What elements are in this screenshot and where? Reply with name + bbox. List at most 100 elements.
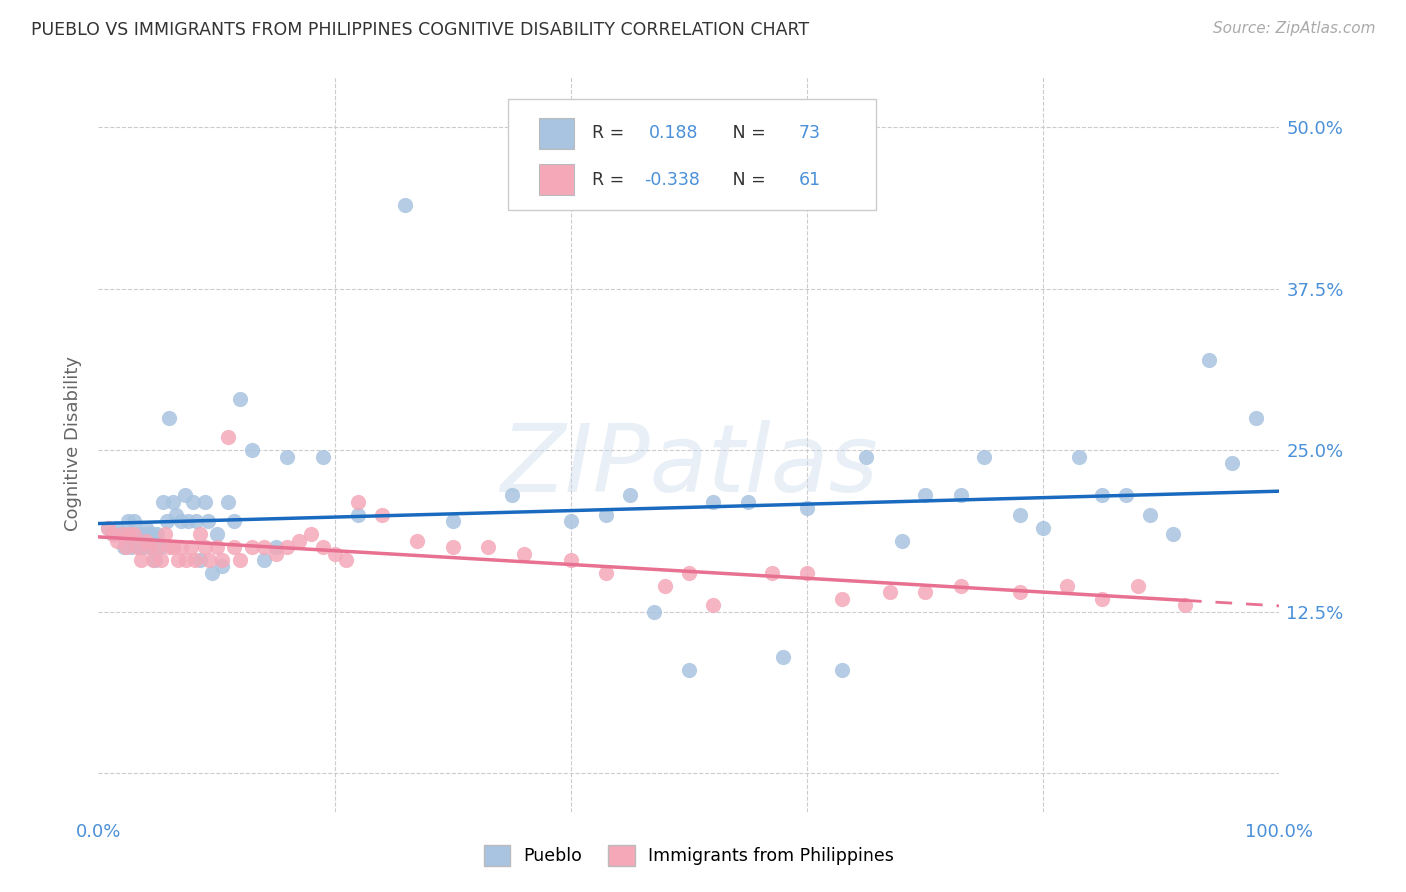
Point	[1161, 527, 1184, 541]
Point	[170, 514, 193, 528]
Point	[149, 540, 172, 554]
Point	[105, 533, 128, 548]
Point	[678, 566, 700, 580]
Point	[512, 547, 534, 561]
Point	[188, 553, 211, 567]
Point	[973, 450, 995, 464]
Point	[101, 527, 124, 541]
Point	[737, 495, 759, 509]
Point	[643, 605, 665, 619]
FancyBboxPatch shape	[538, 164, 575, 195]
Point	[831, 591, 853, 606]
Point	[1126, 579, 1149, 593]
Point	[1032, 521, 1054, 535]
Text: 61: 61	[799, 170, 821, 189]
Point	[1067, 450, 1090, 464]
Point	[211, 553, 233, 567]
Point	[914, 488, 936, 502]
Point	[1091, 488, 1114, 502]
Point	[177, 514, 200, 528]
Point	[224, 540, 246, 554]
Point	[138, 540, 160, 554]
Point	[879, 585, 901, 599]
Point	[205, 540, 228, 554]
Point	[121, 540, 143, 554]
Point	[949, 579, 972, 593]
Point	[184, 553, 207, 567]
Point	[796, 566, 818, 580]
Point	[595, 566, 617, 580]
Point	[180, 540, 202, 554]
Point	[1198, 352, 1220, 367]
Point	[678, 663, 700, 677]
Point	[146, 540, 169, 554]
Point	[128, 540, 150, 554]
Point	[194, 495, 217, 509]
Point	[299, 527, 322, 541]
Point	[194, 540, 217, 554]
Point	[1220, 456, 1243, 470]
Text: R =: R =	[592, 124, 636, 142]
Point	[129, 527, 152, 541]
Point	[1244, 411, 1267, 425]
Point	[394, 198, 416, 212]
Text: N =: N =	[716, 124, 772, 142]
Point	[264, 547, 287, 561]
Point	[157, 411, 180, 425]
Point	[240, 443, 263, 458]
Point	[1008, 508, 1031, 522]
Point	[135, 533, 157, 548]
Point	[619, 488, 641, 502]
Point	[347, 495, 370, 509]
Point	[153, 527, 176, 541]
Point	[108, 527, 131, 541]
Point	[165, 508, 187, 522]
Point	[132, 540, 155, 554]
Point	[772, 649, 794, 664]
Point	[156, 514, 179, 528]
Point	[170, 540, 193, 554]
Point	[150, 553, 173, 567]
Point	[101, 527, 124, 541]
Point	[441, 514, 464, 528]
Point	[197, 514, 219, 528]
Point	[477, 540, 499, 554]
Point	[702, 598, 724, 612]
Point	[224, 514, 246, 528]
Point	[122, 514, 145, 528]
Point	[143, 553, 166, 567]
Point	[276, 450, 298, 464]
Point	[441, 540, 464, 554]
Point	[702, 495, 724, 509]
Point	[152, 495, 174, 509]
Point	[371, 508, 394, 522]
Point	[162, 540, 184, 554]
Legend: Pueblo, Immigrants from Philippines: Pueblo, Immigrants from Philippines	[477, 838, 901, 873]
Point	[1139, 508, 1161, 522]
Point	[761, 566, 783, 580]
Point	[217, 430, 239, 444]
Text: -0.338: -0.338	[644, 170, 700, 189]
Point	[114, 540, 136, 554]
Point	[211, 559, 233, 574]
Point	[914, 585, 936, 599]
Point	[1174, 598, 1197, 612]
Text: N =: N =	[716, 170, 772, 189]
Text: Source: ZipAtlas.com: Source: ZipAtlas.com	[1212, 21, 1375, 36]
Point	[129, 553, 152, 567]
Point	[253, 553, 276, 567]
Point	[205, 527, 228, 541]
Text: R =: R =	[592, 170, 630, 189]
Point	[139, 540, 162, 554]
Point	[173, 488, 195, 502]
Point	[146, 527, 169, 541]
Point	[112, 540, 135, 554]
Point	[201, 566, 224, 580]
Point	[217, 495, 239, 509]
Point	[1115, 488, 1137, 502]
Y-axis label: Cognitive Disability: Cognitive Disability	[65, 356, 83, 532]
Text: ZIPatlas: ZIPatlas	[501, 420, 877, 511]
Point	[890, 533, 912, 548]
Point	[253, 540, 276, 554]
FancyBboxPatch shape	[508, 99, 876, 211]
